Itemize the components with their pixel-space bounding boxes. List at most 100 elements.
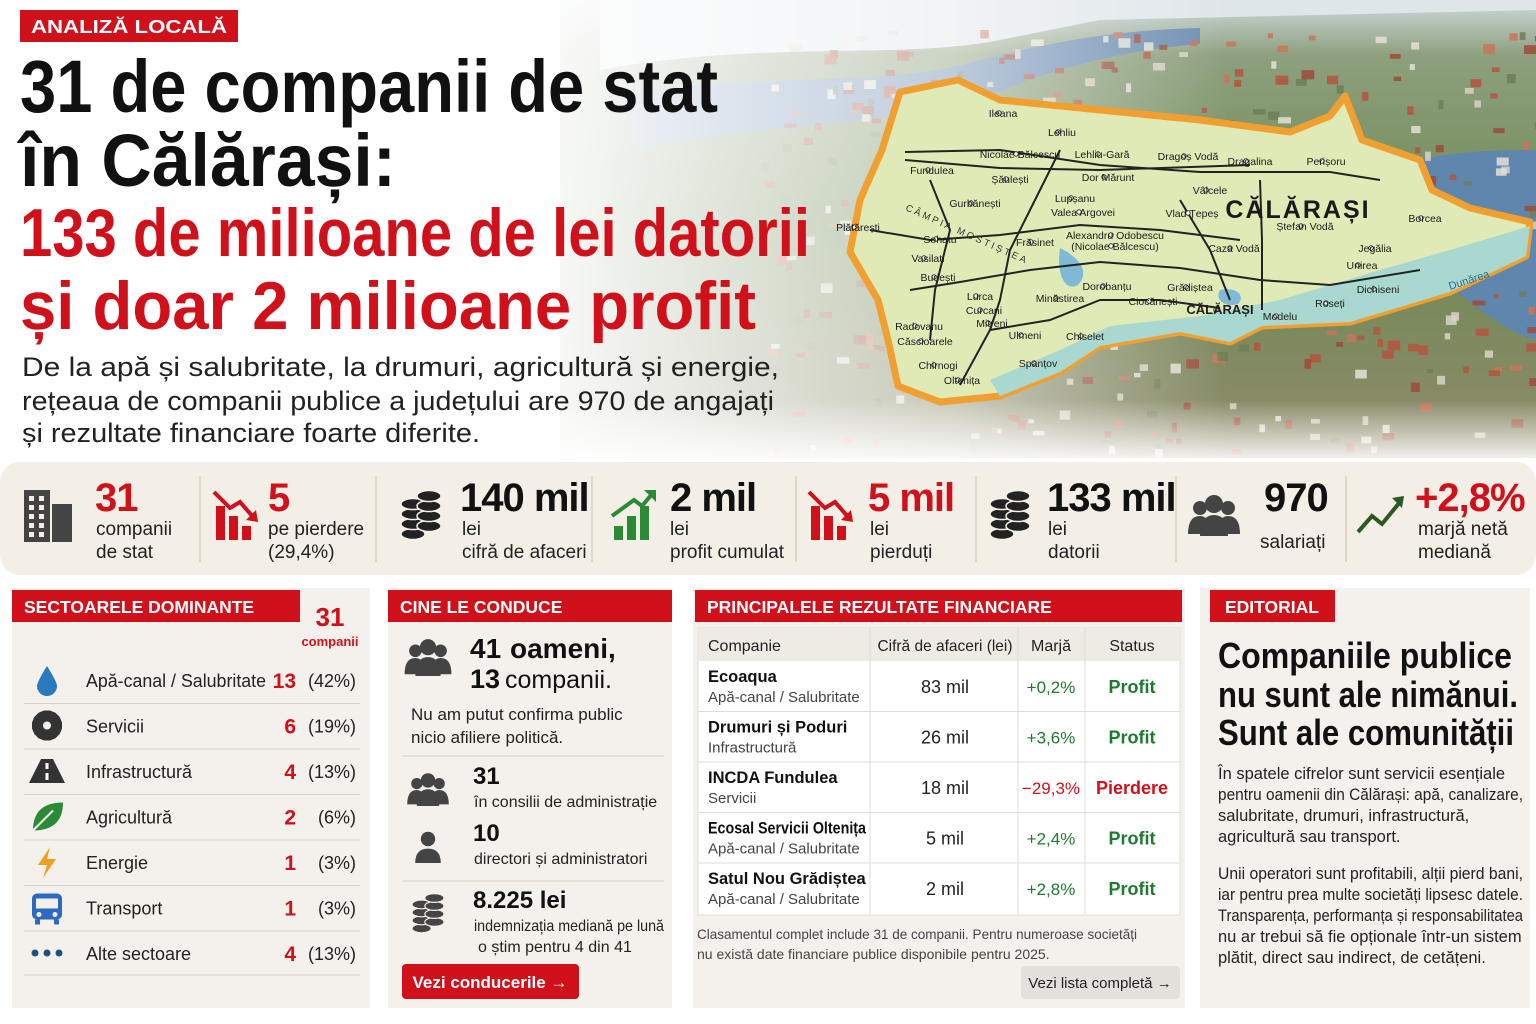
- map-dot: [1319, 158, 1325, 164]
- tag: ANALIZĂ LOCALĂ: [31, 16, 227, 37]
- editorial-text: iar pentru prea multe societăți lipsesc …: [1218, 886, 1523, 904]
- map-place-label: Dragalina: [1228, 156, 1273, 168]
- stat-value: 5 mil: [868, 476, 954, 520]
- map-dot: [1183, 284, 1189, 290]
- headline-highlight: 133 de milioane de lei datorii: [20, 195, 810, 271]
- stat-label: mediană: [1418, 542, 1491, 563]
- editorial-title-box: [1210, 590, 1335, 622]
- subtitle: și rezultate financiare foarte diferite.: [22, 418, 480, 448]
- icon: [411, 892, 445, 934]
- road: [1179, 199, 1231, 301]
- icon-part: [29, 532, 34, 537]
- map-dot: [1028, 239, 1034, 245]
- leadership-title: CINE LE CONDUCE: [400, 597, 562, 617]
- map-dot: [1227, 245, 1233, 251]
- icon: [415, 831, 441, 863]
- map-place-label: Borcea: [1408, 213, 1441, 225]
- leadership-button[interactable]: [402, 964, 579, 999]
- editorial-text: salubritate, drumuri, infrastructură,: [1218, 807, 1469, 825]
- icon: [38, 847, 56, 878]
- results-button[interactable]: [1021, 966, 1180, 999]
- editorial-text: plătit, direct sau indirect, de cetățeni…: [1218, 949, 1486, 967]
- sector-share: (19%): [308, 717, 356, 737]
- map-dot: [918, 338, 924, 344]
- map-dot: [1108, 243, 1114, 249]
- map-place-label: Ștefan Vodă: [1276, 221, 1333, 233]
- icon-part: [415, 657, 441, 676]
- editorial-headline: Sunt ale comunității: [1218, 712, 1514, 754]
- icon-part: [52, 912, 58, 917]
- map-place-label: Chirnogi: [918, 360, 957, 372]
- icon: [400, 489, 442, 541]
- map-place-label: Ulmeni: [1009, 330, 1042, 342]
- company-sector: Servicii: [708, 790, 756, 807]
- map-county-label: CĂLĂRAȘI: [1225, 195, 1370, 224]
- stat-label: marjă netă: [1418, 519, 1508, 540]
- icon: [31, 710, 63, 741]
- sector-share: (6%): [318, 808, 356, 828]
- leadership-value: 8.225 lei: [473, 887, 566, 914]
- icon-part: [434, 644, 447, 658]
- icon-part: [242, 526, 251, 540]
- icon-part: [1193, 501, 1207, 515]
- sectors-title-box: [12, 590, 300, 622]
- company-sector: Infrastructură: [708, 740, 797, 757]
- map-place-label: Curcani: [966, 305, 1002, 317]
- icon-part: [640, 506, 649, 540]
- editorial-headline: Companiile publice: [1218, 635, 1512, 676]
- stat-value: 31: [95, 476, 138, 520]
- results-title-box: [695, 590, 1182, 622]
- company-name: Ecoaqua: [708, 668, 778, 686]
- map-place-label: Dorobanțu: [1082, 281, 1131, 293]
- people-label: oameni,: [510, 633, 616, 664]
- sector-name: Infrastructură: [86, 762, 193, 782]
- company-sector: Apă-canal / Salubritate: [708, 891, 860, 908]
- icon-part: [37, 666, 57, 696]
- sector-share: (13%): [308, 944, 356, 964]
- icon-part: [416, 489, 442, 503]
- leadership-label: indemnizația mediană pe lună: [474, 918, 664, 935]
- icon-part: [424, 892, 445, 903]
- results-button-label[interactable]: Vezi lista completă →: [1028, 975, 1171, 992]
- icon-part: [1005, 489, 1031, 503]
- table: [697, 627, 1181, 916]
- icon: [32, 802, 63, 832]
- icon: [610, 490, 656, 540]
- sectors-total-label: companii: [301, 634, 358, 649]
- map-dot: [968, 200, 974, 206]
- map-place-label: Dichiseni: [1357, 284, 1400, 296]
- sector-count: 2: [284, 807, 296, 830]
- map-place-label: Dor Mărunt: [1082, 172, 1135, 184]
- sector-share: (42%): [308, 671, 356, 691]
- icon-part: [416, 789, 440, 806]
- icon-part: [52, 504, 72, 542]
- map-place-label: Unirea: [1347, 260, 1378, 272]
- icon-part: [811, 506, 820, 540]
- map-place-label: Lupșanu: [1055, 193, 1095, 205]
- map-place-label: Valea Argovei: [1051, 207, 1115, 219]
- stat-label: pe pierdere: [268, 519, 364, 540]
- icon: [24, 490, 72, 542]
- county-map: [846, 76, 1534, 406]
- icon: [1188, 495, 1240, 536]
- road: [1259, 179, 1263, 310]
- sector-name: Servicii: [86, 717, 144, 737]
- photo-fade-bottom: [0, 400, 1536, 460]
- leadership-button-label[interactable]: Vezi conducerile →: [413, 973, 568, 992]
- map-place-label: Șăulești: [991, 174, 1028, 186]
- map-place-label: Chiselet: [1066, 331, 1104, 343]
- sector-name: Transport: [86, 899, 162, 919]
- results-title: PRINCIPALELE REZULTATE FINANCIARE: [707, 597, 1052, 617]
- sector-count: 4: [284, 761, 296, 784]
- icon-part: [39, 532, 44, 537]
- map-place-label: Perișoru: [1306, 156, 1345, 168]
- company-name: Satul Nou Grădiștea: [708, 870, 867, 888]
- icon-part: [43, 949, 51, 957]
- map-dot: [1018, 332, 1024, 338]
- map-place-label: Ileana: [989, 108, 1018, 120]
- company-name: Ecosal Servicii Oltenița: [708, 820, 867, 838]
- company-turnover: 83 mil: [921, 677, 969, 697]
- map-dot: [1203, 187, 1209, 193]
- icon-part: [32, 809, 54, 832]
- map-dot: [931, 274, 937, 280]
